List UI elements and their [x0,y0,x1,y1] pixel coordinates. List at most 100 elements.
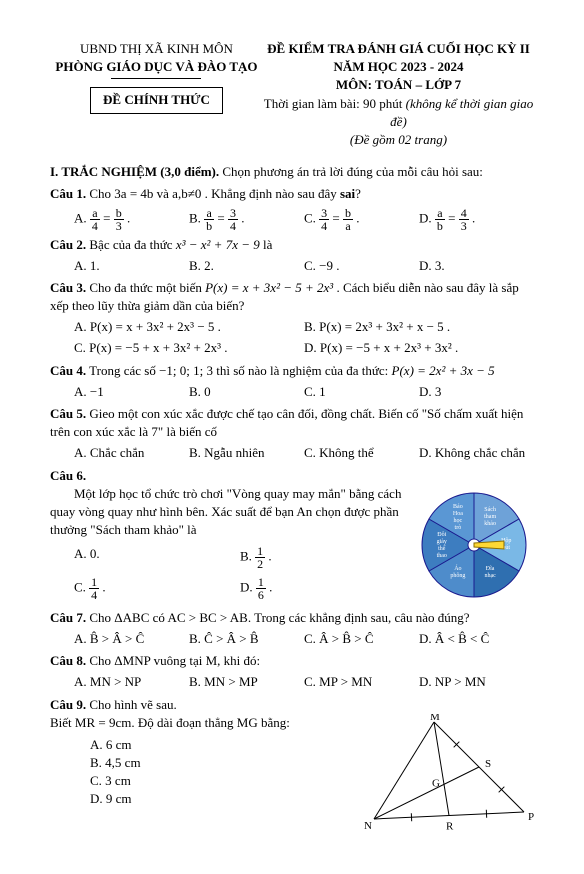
q7-text: Cho ΔABC có AC > BC > AB. Trong các khẳn… [86,610,469,625]
question-2: Câu 2. Bậc của đa thức x³ − x² + 7x − 9 … [50,236,534,254]
q5-label: Câu 5. [50,406,86,421]
section-1-instr: Chọn phương án trả lời đúng của mỗi câu … [219,164,483,179]
q2-c: C. −9 . [304,257,419,275]
q3-d: D. P(x) = −5 + x + 2x³ + 3x² . [304,339,534,357]
q7-b: B. Ĉ > Â > B̂ [189,630,304,648]
q8-a: A. MN > NP [74,673,189,691]
q4-poly: P(x) = 2x² + 3x − 5 [392,363,495,378]
q5-a: A. Chắc chắn [74,444,189,462]
q1-choices: A. a4 = b3 . B. ab = 34 . C. 34 = ba . D… [50,207,534,232]
phong-text: PHÒNG GIÁO DỤC VÀ ĐÀO TẠO [50,58,263,76]
exam-time: Thời gian làm bài: 90 phút (không kể thờ… [263,95,534,131]
q4-d: D. 3 [419,383,534,401]
q8-label: Câu 8. [50,653,86,668]
q2-b: B. 2. [189,257,304,275]
q9-left: Biết MR = 9cm. Độ dài đoạn thẳng MG bằng… [50,714,364,834]
q3-b: B. P(x) = 2x³ + 3x² + x − 5 . [304,318,534,336]
exam-subject: MÔN: TOÁN – LỚP 7 [263,76,534,94]
q1-d: D. ab = 43 . [419,207,534,232]
svg-text:Đôigiàythểthao: Đôigiàythểthao [437,532,447,559]
q6-a: A. 0. [74,545,240,570]
question-5: Câu 5. Gieo một con xúc xắc được chế tạo… [50,405,534,441]
spinner-chart: SáchthamkhảoHộpbútĐĩanhạcÁophôngĐôigiàyt… [414,485,534,605]
q8-d: D. NP > MN [419,673,534,691]
triangle-figure: MNPRSG [364,714,534,834]
exam-title: ĐỀ KIỂM TRA ĐÁNH GIÁ CUỐI HỌC KỲ II [263,40,534,58]
chinh-thuc-box: ĐỀ CHÍNH THỨC [90,87,223,113]
q6-text: Một lớp học tổ chức trò chơi "Vòng quay … [50,485,406,540]
question-9: Câu 9. Cho hình vẽ sau. [50,696,534,714]
q9-label: Câu 9. [50,697,86,712]
svg-text:P: P [528,811,534,823]
q9-d: D. 9 cm [90,790,364,808]
q9-text: Cho hình vẽ sau. [86,697,177,712]
section-1-heading: I. TRẮC NGHIỆM (3,0 điểm). Chọn phương á… [50,163,534,181]
q2-a: A. 1. [74,257,189,275]
q2-poly: x³ − x² + 7x − 9 [176,237,260,252]
question-8: Câu 8. Cho ΔMNP vuông tại M, khi đó: [50,652,534,670]
q4-b: B. 0 [189,383,304,401]
q1-qmark: ? [355,186,361,201]
q6-b: B. 12 . [240,545,406,570]
q3-poly: P(x) = x + 3x² − 5 + 2x³ [205,280,333,295]
question-1: Câu 1. Cho 3a = 4b và a,b≠0 . Khẳng định… [50,185,534,203]
q7-c: C. Â > B̂ > Ĉ [304,630,419,648]
q5-c: C. Không thể [304,444,419,462]
q5-b: B. Ngẫu nhiên [189,444,304,462]
q3-a: A. P(x) = x + 3x² + 2x³ − 5 . [74,318,304,336]
question-7: Câu 7. Cho ΔABC có AC > BC > AB. Trong c… [50,609,534,627]
q5-choices: A. Chắc chắn B. Ngẫu nhiên C. Không thể … [50,444,534,462]
q1-b: B. ab = 34 . [189,207,304,232]
svg-text:N: N [364,820,372,832]
time-note: (không kể thời gian giao đề) [390,96,533,129]
q6-label: Câu 6. [50,468,86,483]
header-right: ĐỀ KIỂM TRA ĐÁNH GIÁ CUỐI HỌC KỲ II NĂM … [263,40,534,149]
q3-choices: A. P(x) = x + 3x² + 2x³ − 5 . B. P(x) = … [50,318,534,357]
svg-text:G: G [432,777,440,789]
question-6: Câu 6. [50,467,534,485]
svg-text:R: R [446,820,454,832]
q8-text: Cho ΔMNP vuông tại M, khi đó: [86,653,260,668]
q1-text: Cho 3a = 4b và a,b≠0 . Khẳng định nào sa… [86,186,340,201]
svg-text:S: S [485,758,491,770]
q1-c: C. 34 = ba . [304,207,419,232]
q4-c: C. 1 [304,383,419,401]
q6-c: C. 14 . [74,576,240,601]
q6-body: Một lớp học tổ chức trò chơi "Vòng quay … [50,485,534,605]
q1-label: Câu 1. [50,186,86,201]
page-header: UBND THỊ XÃ KINH MÔN PHÒNG GIÁO DỤC VÀ Đ… [50,40,534,149]
q4-a: A. −1 [74,383,189,401]
q3-text1: Cho đa thức một biến [86,280,205,295]
q9-a: A. 6 cm [90,736,364,754]
q4-text: Trong các số −1; 0; 1; 3 thì số nào là n… [86,363,391,378]
q9-c: C. 3 cm [90,772,364,790]
q3-label: Câu 3. [50,280,86,295]
svg-text:Đĩanhạc: Đĩanhạc [484,566,496,579]
q8-choices: A. MN > NP B. MN > MP C. MP > MN D. NP >… [50,673,534,691]
svg-text:Sáchthamkhảo: Sáchthamkhảo [484,507,496,527]
q7-choices: A. B̂ > Â > Ĉ B. Ĉ > Â > B̂ C. Â > B̂ > … [50,630,534,648]
header-left: UBND THỊ XÃ KINH MÔN PHÒNG GIÁO DỤC VÀ Đ… [50,40,263,149]
q8-c: C. MP > MN [304,673,419,691]
q2-label: Câu 2. [50,237,86,252]
ubnd-text: UBND THỊ XÃ KINH MÔN [50,40,263,58]
q4-choices: A. −1 B. 0 C. 1 D. 3 [50,383,534,401]
q2-after: là [260,237,273,252]
header-rule [111,78,201,79]
pages-note: (Đề gồm 02 trang) [263,131,534,149]
q1-a: A. a4 = b3 . [74,207,189,232]
q2-text: Bậc của đa thức [86,237,176,252]
question-3: Câu 3. Cho đa thức một biến P(x) = x + 3… [50,279,534,315]
q8-b: B. MN > MP [189,673,304,691]
q6-d: D. 16 . [240,576,406,601]
q7-label: Câu 7. [50,610,86,625]
q6-text-col: Một lớp học tổ chức trò chơi "Vòng quay … [50,485,414,605]
q4-label: Câu 4. [50,363,86,378]
q2-d: D. 3. [419,257,534,275]
q1-sai: sai [340,186,355,201]
section-1-title: I. TRẮC NGHIỆM (3,0 điểm). [50,164,219,179]
q9-line: Biết MR = 9cm. Độ dài đoạn thẳng MG bằng… [50,714,364,732]
q2-choices: A. 1. B. 2. C. −9 . D. 3. [50,257,534,275]
q5-text: Gieo một con xúc xắc được chế tạo cân đố… [50,406,523,439]
q5-d: D. Không chắc chắn [419,444,534,462]
